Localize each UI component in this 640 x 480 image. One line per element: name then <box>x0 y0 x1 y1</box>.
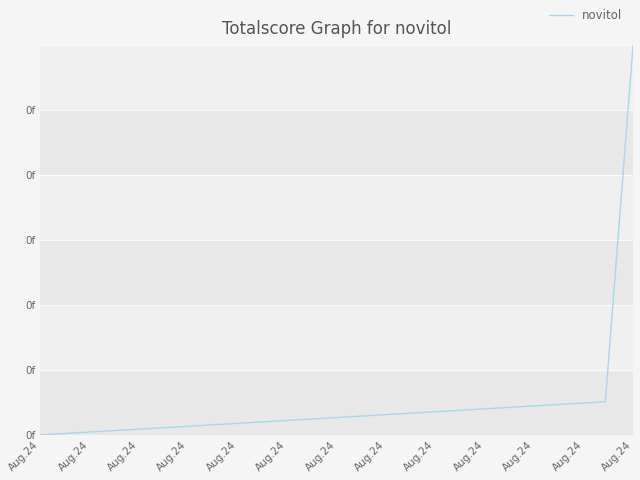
novitol <box>399 411 407 417</box>
Bar <box>40 110 633 175</box>
Title: Totalscore Graph for novitol: Totalscore Graph for novitol <box>222 20 451 38</box>
Bar <box>40 305 633 370</box>
novitol <box>36 432 44 438</box>
novitol <box>536 403 544 408</box>
Bar <box>40 46 633 110</box>
Bar <box>40 175 633 240</box>
novitol <box>629 43 637 48</box>
Bar <box>40 240 633 305</box>
Legend: novitol: novitol <box>545 4 627 27</box>
novitol <box>38 432 46 438</box>
Bar <box>40 370 633 435</box>
novitol <box>573 400 581 406</box>
Line: novitol: novitol <box>40 46 633 435</box>
novitol <box>387 411 395 417</box>
novitol <box>389 411 397 417</box>
